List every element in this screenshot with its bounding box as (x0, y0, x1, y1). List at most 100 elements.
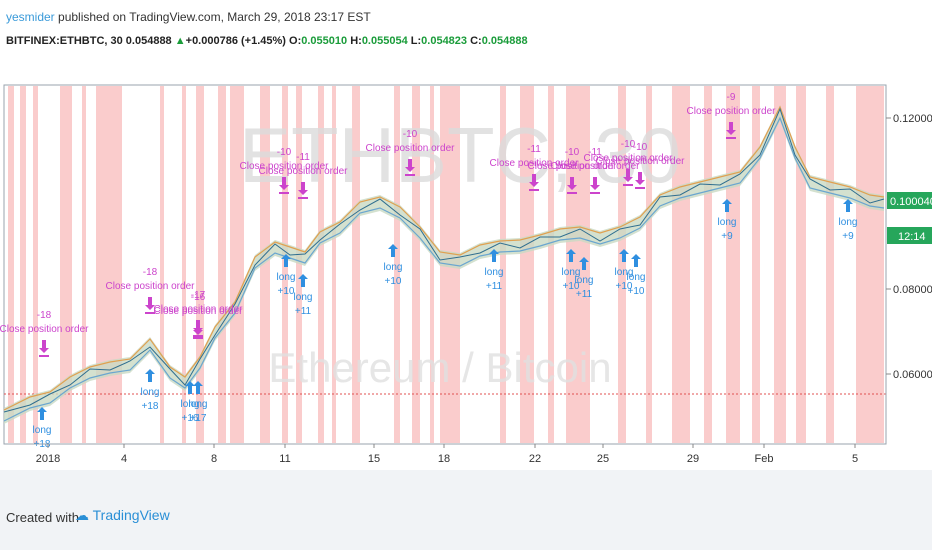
down-arrow-icon (405, 159, 415, 172)
long-label: long (718, 217, 737, 228)
down-arrow-icon (623, 169, 633, 182)
close-signal[interactable]: -18 Close position order (0, 310, 89, 357)
down-arrow-icon (145, 297, 155, 310)
up-arrow-icon (281, 254, 291, 267)
close-label: C: (470, 35, 482, 47)
price-chart[interactable]: ETHBTC, 30 Ethereum / Bitcoin -18 Close p… (0, 82, 932, 470)
long-signal[interactable]: long +10 (277, 254, 296, 297)
close-bar (39, 355, 49, 357)
long-qty: +9 (842, 231, 854, 242)
up-arrow-icon: ▲ (174, 35, 186, 47)
time-label: 29 (687, 453, 699, 465)
long-signal[interactable]: long +16 (181, 381, 200, 424)
time-label: 5 (852, 453, 858, 465)
shade-band (618, 86, 626, 443)
shade-band (394, 86, 400, 443)
down-arrow-icon (39, 340, 49, 353)
up-arrow-icon (619, 249, 629, 262)
open-label: O: (289, 35, 302, 47)
long-qty: +10 (628, 286, 645, 297)
close-label: Close position order (596, 156, 686, 167)
down-arrow-icon (635, 172, 645, 185)
publish-info: yesmider published on TradingView.com, M… (6, 10, 371, 24)
price-band (3, 105, 885, 424)
shade-band (500, 86, 506, 443)
long-label: long (33, 425, 52, 436)
session-shading (8, 86, 884, 443)
close-label: Close position order (240, 161, 330, 172)
close-qty: -16 (191, 292, 206, 303)
long-label: long (384, 262, 403, 273)
long-signal[interactable]: long +17 (189, 381, 208, 424)
close-signal[interactable]: -11 Close position order (259, 152, 349, 199)
close-bar (726, 137, 736, 139)
long-qty: +11 (295, 306, 312, 317)
up-arrow-icon (193, 381, 203, 394)
close-label: Close position order (490, 158, 580, 169)
shade-band (826, 86, 834, 443)
band-fill (4, 105, 884, 424)
long-qty: +17 (190, 413, 207, 424)
shade-band (318, 86, 324, 443)
close-signal[interactable]: -10 Close position order (596, 142, 686, 189)
long-signal[interactable]: long +11 (294, 274, 313, 317)
close-signal[interactable]: -11 Close position order (551, 147, 641, 194)
long-signal[interactable]: long +18 (141, 369, 160, 412)
close-label: Close position order (584, 153, 674, 164)
tradingview-brand: TradingView (92, 507, 170, 523)
close-signal[interactable]: -11 Close position order (490, 144, 580, 191)
up-arrow-icon (298, 274, 308, 287)
up-arrow-icon (388, 244, 398, 257)
close-signal[interactable]: -18 Close position order (106, 267, 196, 314)
close-signal[interactable]: -9 Close position order (687, 92, 777, 139)
time-label: 22 (529, 453, 541, 465)
time-label: 18 (438, 453, 450, 465)
time-label: Feb (755, 453, 774, 465)
long-signal[interactable]: long +11 (485, 249, 504, 292)
long-signal[interactable]: long +10 (562, 249, 581, 292)
close-qty: -10 (633, 142, 648, 153)
author-link[interactable]: yesmider (6, 10, 55, 24)
close-qty: -18 (143, 267, 158, 278)
long-signal[interactable]: long +10 (615, 249, 634, 292)
created-with-text: Created with (6, 510, 79, 525)
shade-band (182, 86, 186, 443)
shade-band (160, 86, 164, 443)
long-signal[interactable]: long +9 (839, 199, 858, 242)
long-label: long (615, 267, 634, 278)
long-label: long (294, 292, 313, 303)
time-label: 8 (211, 453, 217, 465)
close-bar (635, 187, 645, 189)
long-signal[interactable]: long +11 (575, 257, 594, 300)
time-axis[interactable]: 2018 4 8 11 15 18 22 25 29 Feb 5 (4, 443, 886, 465)
close-qty: -10 (565, 147, 580, 158)
down-arrow-icon (529, 174, 539, 187)
down-arrow-icon (567, 177, 577, 190)
shade-band (33, 86, 38, 443)
close-label: Close position order (687, 106, 777, 117)
long-label: long (141, 387, 160, 398)
tradingview-logo[interactable]: ☁ TradingView (75, 507, 170, 524)
shade-band (352, 86, 360, 443)
long-signal[interactable]: long +10 (627, 254, 646, 297)
shade-band (8, 86, 14, 443)
long-signal[interactable]: long +9 (718, 199, 737, 242)
up-arrow-icon (843, 199, 853, 212)
long-signal[interactable]: long +10 (384, 244, 403, 287)
long-label: long (189, 399, 208, 410)
up-arrow-icon (722, 199, 732, 212)
time-label: 15 (368, 453, 380, 465)
shade-band (646, 86, 652, 443)
shade-band (774, 86, 786, 443)
close-signal[interactable]: -17 Close position order (154, 290, 244, 337)
shade-band (796, 86, 806, 443)
shade-band (704, 86, 712, 443)
long-qty: +10 (385, 276, 402, 287)
long-qty: +11 (486, 281, 503, 292)
